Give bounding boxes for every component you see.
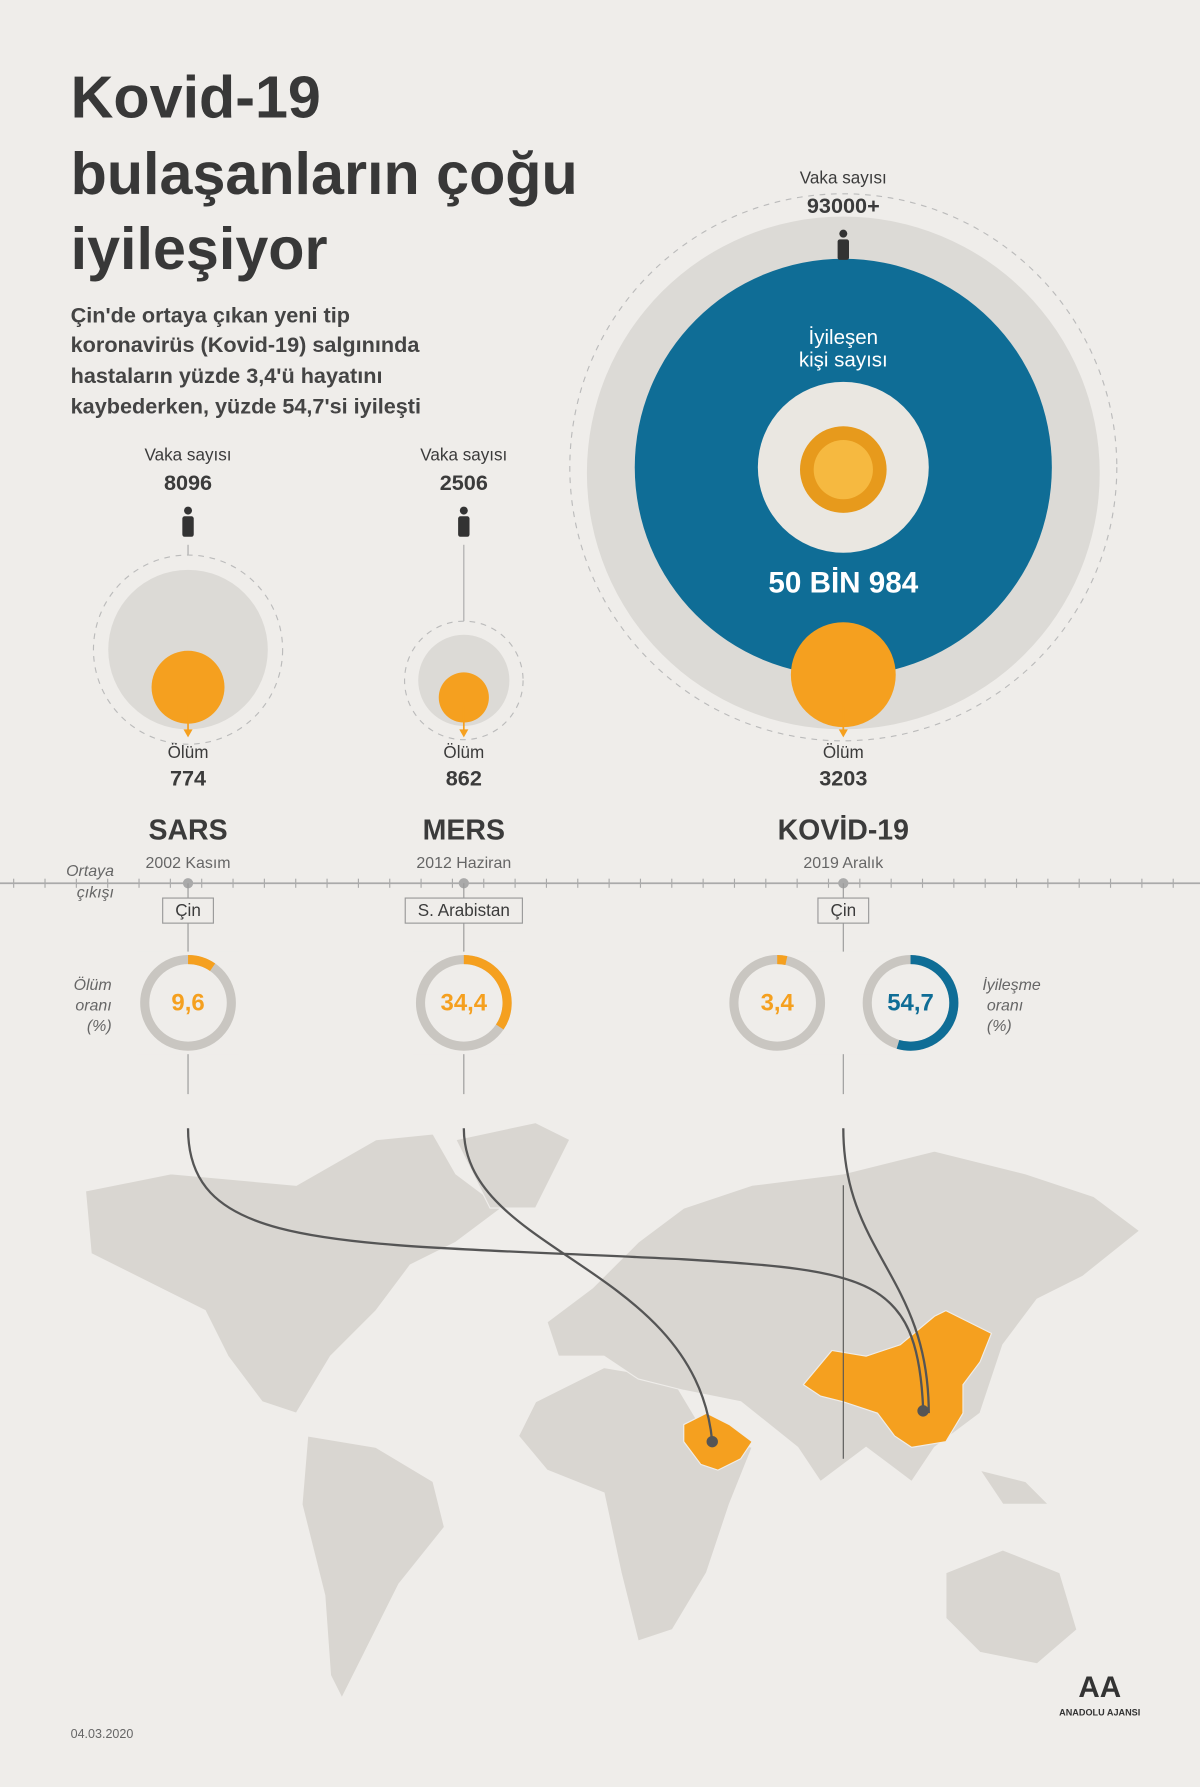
recovery-rate-label: oranı: [987, 998, 1023, 1015]
person-head: [184, 506, 193, 515]
origin-box: [817, 897, 870, 924]
rate-value: 34,4: [441, 989, 488, 1016]
rate-arc: [415, 955, 512, 1051]
footer-date: 04.03.2020: [71, 1727, 134, 1741]
timeline-dot: [182, 878, 194, 889]
timeline-dot: [458, 878, 469, 889]
recovered-label: kişi sayısı: [799, 349, 888, 372]
death-arrow: [838, 729, 848, 738]
case-count: 93000+: [807, 193, 880, 218]
timeline-dot: [838, 878, 849, 889]
case-count: 2506: [440, 470, 488, 495]
rate-value: 9,6: [171, 989, 204, 1016]
title: iyileşiyor: [71, 215, 328, 282]
death-arrow: [459, 729, 469, 738]
subtitle: koronavirüs (Kovid-19) salgınında: [71, 332, 421, 357]
death-count: 774: [170, 765, 206, 790]
death-rate-label: (%): [87, 1018, 112, 1035]
person-head: [839, 229, 848, 238]
disease-name: MERS: [423, 814, 505, 846]
person-head: [459, 506, 468, 515]
case-count: 8096: [164, 470, 212, 495]
emergence-label: Ortaya: [66, 863, 114, 880]
rate-arc: [862, 955, 959, 1051]
logo-text: ANADOLU AJANSI: [1059, 1707, 1140, 1717]
death-label: Ölüm: [823, 743, 864, 762]
subtitle: Çin'de ortaya çıkan yeni tip: [71, 303, 350, 328]
case-outline: [403, 620, 524, 741]
death-rate-label: Ölüm: [74, 976, 112, 994]
emergence-date: 2012 Haziran: [416, 855, 511, 872]
subtitle: hastaların yüzde 3,4'ü hayatını: [71, 363, 383, 388]
emergence-label: çıkışı: [77, 885, 114, 902]
person-body: [182, 516, 194, 537]
emergence-date: 2002 Kasım: [146, 855, 231, 872]
origin-box: [162, 897, 214, 924]
disease-name: KOVİD-19: [778, 814, 909, 846]
china: [802, 1309, 993, 1448]
origin-country: S. Arabistan: [418, 901, 510, 920]
person-icon: [837, 229, 850, 260]
case-label: Vaka sayısı: [800, 168, 887, 187]
case-circle: [108, 569, 268, 730]
origin-box: [404, 897, 523, 924]
recovered-count: 50 BİN 984: [768, 566, 918, 599]
virus-icon: [800, 426, 887, 513]
disease-name: SARS: [148, 814, 227, 846]
rate-arc: [140, 955, 236, 1051]
case-label: Vaka sayısı: [145, 445, 232, 464]
ring-gap: [412, 951, 516, 1055]
rate-arc: [729, 955, 826, 1051]
title: Kovid-19: [71, 63, 321, 130]
case-label: Vaka sayısı: [420, 445, 507, 464]
person-icon: [458, 506, 470, 537]
title: bulaşanların çoğu: [71, 140, 578, 207]
emergence-date: 2019 Aralık: [803, 855, 883, 872]
origin-country: Çin: [830, 901, 856, 920]
logo-mark: AA: [1078, 1671, 1121, 1704]
death-circle: [151, 650, 225, 724]
subtitle: kaybederken, yüzde 54,7'si iyileşti: [71, 394, 421, 419]
world-map: [84, 1121, 1141, 1700]
recovered-label: İyileşen: [809, 326, 879, 349]
death-rate-label: oranı: [75, 998, 111, 1015]
rate-value: 54,7: [887, 989, 934, 1016]
recovery-rate-label: (%): [987, 1018, 1012, 1035]
kovid-circles: [569, 193, 1118, 742]
person-body: [837, 239, 850, 260]
death-arrow: [183, 729, 193, 738]
connector-lines: [186, 1128, 930, 1459]
ring-gap: [136, 951, 240, 1055]
timeline-ticks: [13, 878, 1174, 888]
death-label: Ölüm: [443, 743, 484, 762]
death-count: 862: [446, 765, 482, 790]
case-outline: [92, 554, 284, 745]
rate-value: 3,4: [761, 989, 795, 1016]
death-circle: [438, 672, 489, 723]
death-count: 3203: [819, 765, 867, 790]
origin-country: Çin: [175, 901, 201, 920]
person-body: [458, 516, 470, 537]
death-label: Ölüm: [168, 743, 209, 762]
recovery-rate-label: İyileşme: [982, 975, 1041, 994]
person-icon: [182, 506, 194, 537]
